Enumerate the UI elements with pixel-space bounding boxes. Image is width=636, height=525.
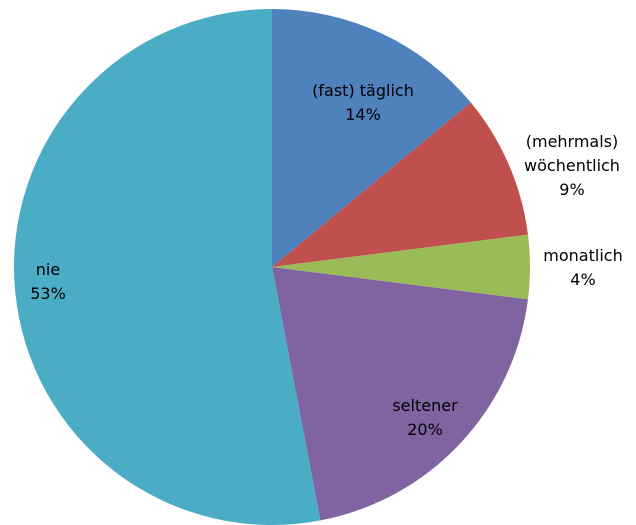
value-label: 4% [570,270,596,289]
slice-label: monatlich 4% [528,244,636,292]
pie-slice [272,102,528,267]
category-label: monatlich [543,246,623,265]
category-label: seltener [392,396,458,415]
category-label: (mehrmals) wöchentlich [524,132,620,175]
slice-label: nie 53% [8,258,88,306]
pie-slice [272,267,528,521]
slice-label: (fast) täglich 14% [288,79,438,127]
slice-label: seltener 20% [365,394,485,442]
slice-label: (mehrmals) wöchentlich 9% [507,130,636,202]
value-label: 20% [407,420,443,439]
value-label: 53% [30,284,66,303]
pie-slice [272,234,530,300]
category-label: nie [35,260,61,279]
value-label: 9% [559,180,585,199]
category-label: (fast) täglich [312,81,414,100]
pie-slice [272,9,471,267]
pie-slice [13,9,321,525]
value-label: 14% [345,105,381,124]
